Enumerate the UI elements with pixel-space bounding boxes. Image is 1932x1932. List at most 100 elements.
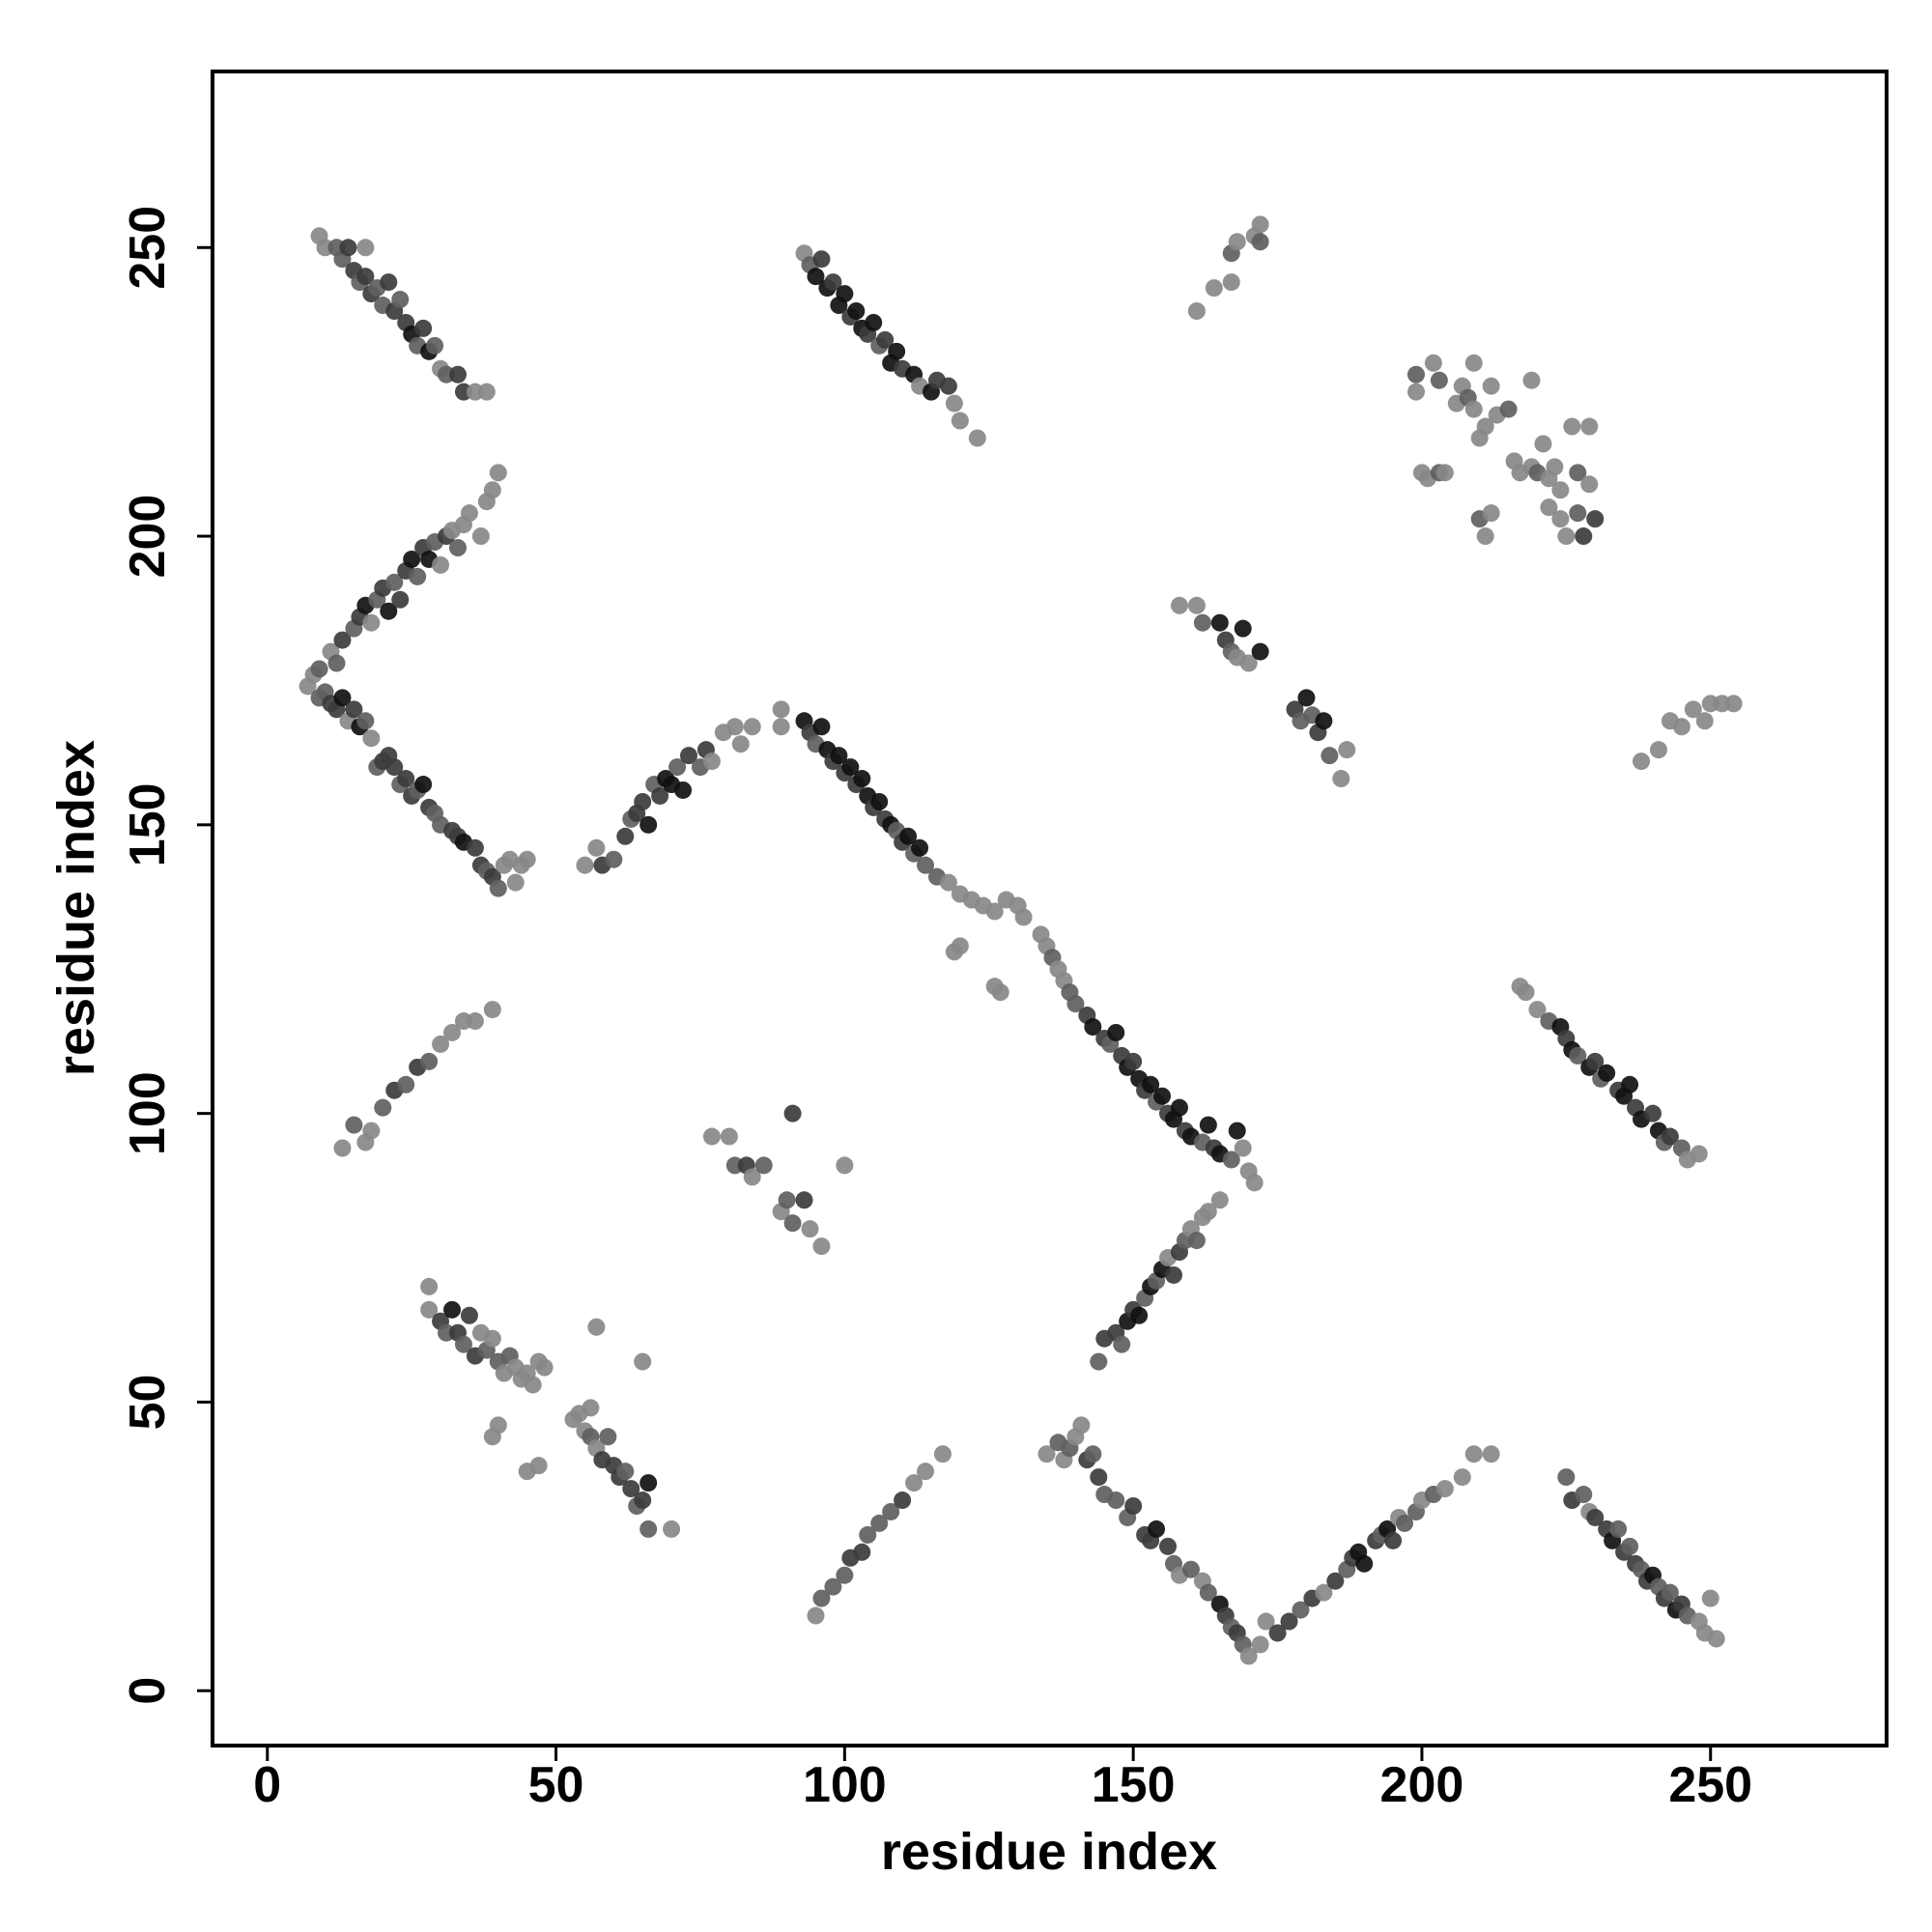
point <box>888 342 906 360</box>
point <box>1482 504 1500 523</box>
point <box>622 1480 640 1498</box>
point <box>1072 1416 1091 1435</box>
point <box>1228 233 1246 251</box>
point <box>483 1001 501 1019</box>
point <box>460 1306 478 1324</box>
point <box>1724 695 1743 713</box>
point <box>1476 417 1494 436</box>
point <box>911 838 929 857</box>
point <box>1159 1537 1178 1555</box>
point <box>448 365 467 384</box>
point <box>466 1012 484 1031</box>
point <box>1546 458 1564 476</box>
point <box>1321 747 1339 765</box>
point <box>391 291 410 309</box>
point <box>1170 596 1188 614</box>
point <box>674 781 693 799</box>
point <box>362 729 381 748</box>
point <box>385 758 404 777</box>
point <box>1084 1445 1102 1463</box>
point <box>876 330 895 349</box>
point <box>865 313 883 331</box>
point <box>1239 1647 1258 1665</box>
point <box>414 319 433 337</box>
point <box>1528 1001 1547 1019</box>
x-tick-label: 0 <box>253 1757 281 1813</box>
point <box>939 873 957 892</box>
point <box>680 747 698 765</box>
point <box>587 1318 606 1336</box>
point <box>870 792 889 810</box>
point <box>783 1214 802 1233</box>
point <box>1464 1445 1483 1463</box>
point <box>1453 1468 1471 1487</box>
y-tick-label: 100 <box>120 1071 176 1155</box>
point <box>345 700 363 719</box>
point <box>1499 400 1518 418</box>
point <box>1661 1583 1679 1602</box>
point <box>968 429 986 447</box>
point <box>702 753 721 771</box>
point <box>333 1139 352 1157</box>
point <box>1280 1612 1298 1631</box>
point <box>506 873 525 892</box>
point <box>1661 1127 1679 1146</box>
point <box>1124 1497 1143 1516</box>
point <box>991 983 1009 1002</box>
point <box>420 1277 439 1295</box>
point <box>1199 1203 1217 1221</box>
point <box>460 504 478 523</box>
point <box>985 902 1004 921</box>
point <box>841 758 860 777</box>
point <box>1181 1560 1200 1578</box>
point <box>1257 1612 1275 1631</box>
point <box>483 1329 501 1348</box>
point <box>1435 1480 1454 1498</box>
point <box>1621 1075 1639 1094</box>
point <box>1251 1635 1269 1654</box>
point <box>812 718 831 736</box>
point <box>917 1463 935 1481</box>
point <box>1551 481 1570 499</box>
point <box>772 718 790 736</box>
point <box>1580 475 1599 494</box>
point <box>380 273 398 292</box>
point <box>1234 1139 1252 1157</box>
point <box>1297 689 1316 707</box>
point <box>743 718 761 736</box>
point <box>1672 718 1690 736</box>
point <box>333 631 352 649</box>
point <box>524 1376 542 1394</box>
point <box>772 700 790 719</box>
point <box>356 268 375 286</box>
point <box>836 1156 854 1175</box>
x-tick-label: 50 <box>528 1757 584 1813</box>
x-tick-label: 250 <box>1668 1757 1752 1813</box>
point <box>1430 371 1448 389</box>
point <box>836 1566 854 1584</box>
point <box>345 1116 363 1134</box>
point <box>1580 417 1599 436</box>
point <box>616 1463 635 1481</box>
point <box>731 735 750 753</box>
point <box>1326 1572 1345 1590</box>
point <box>778 1191 796 1209</box>
point <box>1014 908 1033 926</box>
point <box>812 250 831 269</box>
point <box>420 1052 439 1070</box>
y-tick-label: 200 <box>120 495 176 579</box>
point <box>812 1237 831 1256</box>
point <box>725 718 744 736</box>
point <box>420 1300 439 1319</box>
point <box>529 1457 548 1475</box>
point <box>1643 1104 1662 1122</box>
point <box>1199 1583 1217 1602</box>
x-tick-label: 150 <box>1092 1757 1176 1813</box>
point <box>1464 400 1483 418</box>
point <box>1424 354 1442 372</box>
point <box>356 712 375 730</box>
point <box>489 1416 507 1435</box>
point <box>1384 1531 1403 1549</box>
point <box>397 1075 415 1094</box>
point <box>442 1300 461 1319</box>
